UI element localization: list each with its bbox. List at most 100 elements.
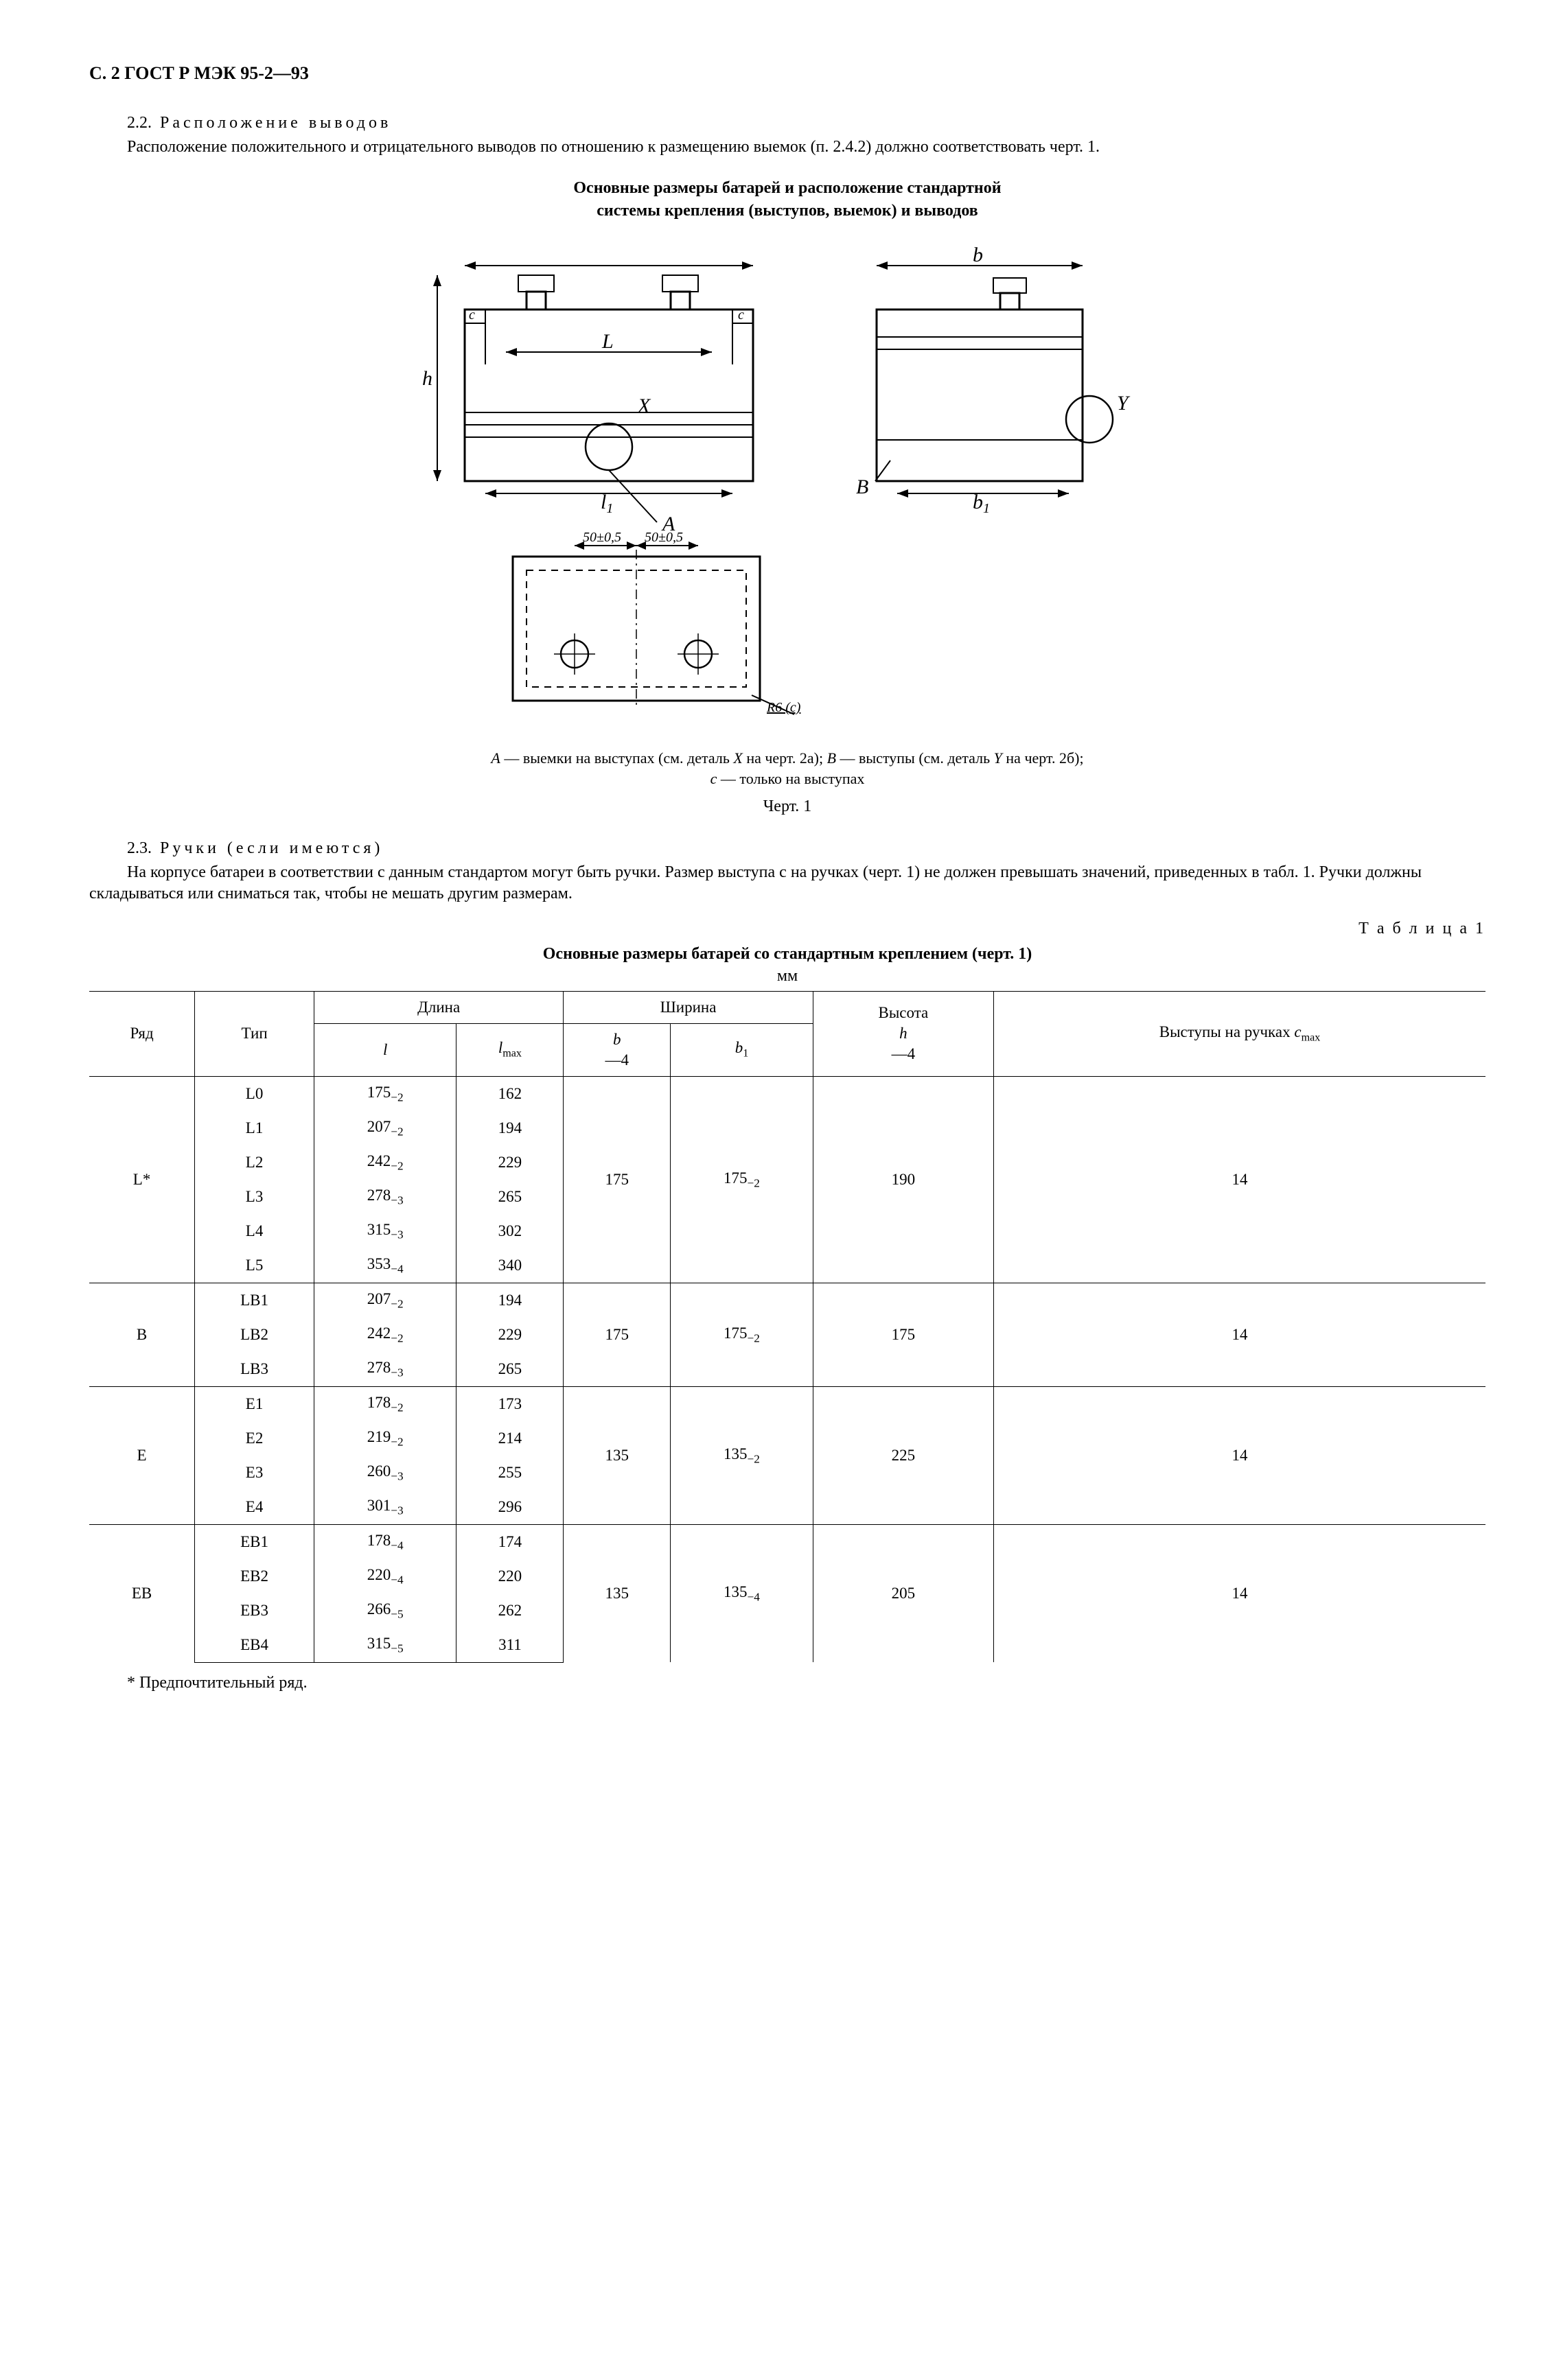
table-row: BLB1207−2194175175−217514 — [89, 1283, 1485, 1318]
figure-1-svg: X A h c c L — [410, 234, 1165, 728]
svg-text:c: c — [738, 307, 744, 323]
cell-c: 14 — [994, 1386, 1485, 1524]
svg-text:50±0,5: 50±0,5 — [583, 530, 621, 545]
table-row: EBEB1178−4174135135−420514 — [89, 1524, 1485, 1559]
cell-l: 178−2 — [314, 1386, 456, 1421]
figure-1-title-line1: Основные размеры батарей и расположение … — [573, 179, 1001, 197]
cell-b1: 175−2 — [671, 1283, 813, 1386]
cell-l: 242−2 — [314, 1318, 456, 1352]
th-l: l — [314, 1023, 456, 1076]
cell-type: LB1 — [195, 1283, 314, 1318]
page-header: С. 2 ГОСТ Р МЭК 95-2—93 — [89, 62, 1485, 85]
section-23-title: 2.3. Ручки (если имеются) — [89, 838, 1485, 859]
th-lmax: lmax — [456, 1023, 564, 1076]
svg-text:l1: l1 — [601, 491, 613, 516]
cell-lmax: 262 — [456, 1594, 564, 1628]
cell-h: 205 — [813, 1524, 993, 1662]
svg-text:b: b — [973, 244, 983, 266]
cell-lmax: 255 — [456, 1456, 564, 1490]
cell-l: 175−2 — [314, 1076, 456, 1111]
cell-lmax: 302 — [456, 1214, 564, 1248]
th-length: Длина — [314, 991, 564, 1023]
table-row: L*L0175−2162175175−219014 — [89, 1076, 1485, 1111]
table-1-caption: Основные размеры батарей со стандартным … — [89, 944, 1485, 965]
figure-1-title: Основные размеры батарей и расположение … — [89, 177, 1485, 222]
cell-h: 175 — [813, 1283, 993, 1386]
cell-l: 242−2 — [314, 1145, 456, 1180]
cell-b1: 135−2 — [671, 1386, 813, 1524]
cell-row: L* — [89, 1076, 195, 1283]
cell-b1: 175−2 — [671, 1076, 813, 1283]
cell-lmax: 194 — [456, 1283, 564, 1318]
cell-b: 135 — [564, 1386, 671, 1524]
cell-l: 207−2 — [314, 1111, 456, 1145]
cell-lmax: 174 — [456, 1524, 564, 1559]
cell-lmax: 296 — [456, 1490, 564, 1525]
cell-type: L1 — [195, 1111, 314, 1145]
table-row: EE1178−2173135135−222514 — [89, 1386, 1485, 1421]
table-1-right-label: Т а б л и ц а 1 — [89, 918, 1485, 940]
cell-type: EB4 — [195, 1628, 314, 1663]
cell-c: 14 — [994, 1283, 1485, 1386]
cell-b1: 135−4 — [671, 1524, 813, 1662]
svg-text:X: X — [637, 395, 651, 417]
cell-lmax: 220 — [456, 1559, 564, 1594]
svg-text:R6 (c): R6 (c) — [766, 700, 801, 715]
cell-l: 278−3 — [314, 1352, 456, 1387]
cell-c: 14 — [994, 1076, 1485, 1283]
cell-type: EB1 — [195, 1524, 314, 1559]
cell-l: 315−5 — [314, 1628, 456, 1663]
th-b: b—4 — [564, 1023, 671, 1076]
section-23-para: На корпусе батареи в соответствии с данн… — [89, 862, 1485, 905]
cell-type: L2 — [195, 1145, 314, 1180]
cell-type: E2 — [195, 1421, 314, 1456]
section-23-heading: Ручки (если имеются) — [160, 839, 383, 857]
th-b1: b1 — [671, 1023, 813, 1076]
cell-l: 301−3 — [314, 1490, 456, 1525]
figure-1-label: Черт. 1 — [89, 796, 1485, 817]
cell-type: LB3 — [195, 1352, 314, 1387]
section-22-title: 2.2. Расположение выводов — [89, 113, 1485, 134]
cell-b: 175 — [564, 1076, 671, 1283]
cell-type: L5 — [195, 1248, 314, 1283]
figure-1-title-line2: системы крепления (выступов, выемок) и в… — [597, 202, 978, 220]
th-proj: Выступы на ручках cmax — [994, 991, 1485, 1076]
cell-lmax: 311 — [456, 1628, 564, 1663]
cell-type: L4 — [195, 1214, 314, 1248]
section-22-heading: Расположение выводов — [160, 114, 391, 132]
cell-b: 135 — [564, 1524, 671, 1662]
section-22-para: Расположение положительного и отрицатель… — [89, 137, 1485, 158]
cell-l: 207−2 — [314, 1283, 456, 1318]
cell-lmax: 229 — [456, 1318, 564, 1352]
table-1-footnote: * Предпочтительный ряд. — [89, 1672, 1485, 1694]
cell-h: 190 — [813, 1076, 993, 1283]
cell-l: 178−4 — [314, 1524, 456, 1559]
cell-c: 14 — [994, 1524, 1485, 1662]
cell-lmax: 214 — [456, 1421, 564, 1456]
table-1: Ряд Тип Длина Ширина Высота h —4 Выступы… — [89, 991, 1485, 1663]
cell-type: E1 — [195, 1386, 314, 1421]
cell-lmax: 194 — [456, 1111, 564, 1145]
cell-l: 266−5 — [314, 1594, 456, 1628]
cell-type: LB2 — [195, 1318, 314, 1352]
cell-l: 315−3 — [314, 1214, 456, 1248]
table-1-unit: мм — [89, 966, 1485, 987]
cell-l: 278−3 — [314, 1180, 456, 1214]
cell-l: 219−2 — [314, 1421, 456, 1456]
svg-text:h: h — [422, 367, 432, 390]
th-height: Высота h —4 — [813, 991, 993, 1076]
cell-row: EB — [89, 1524, 195, 1662]
svg-text:Y: Y — [1117, 392, 1131, 415]
cell-row: B — [89, 1283, 195, 1386]
cell-l: 353−4 — [314, 1248, 456, 1283]
svg-text:c: c — [469, 307, 475, 323]
cell-lmax: 162 — [456, 1076, 564, 1111]
th-width: Ширина — [564, 991, 813, 1023]
cell-type: L0 — [195, 1076, 314, 1111]
svg-text:50±0,5: 50±0,5 — [645, 530, 683, 545]
figure-1: X A h c c L — [89, 234, 1485, 734]
cell-type: E4 — [195, 1490, 314, 1525]
cell-lmax: 340 — [456, 1248, 564, 1283]
svg-text:b1: b1 — [973, 491, 990, 516]
cell-type: E3 — [195, 1456, 314, 1490]
